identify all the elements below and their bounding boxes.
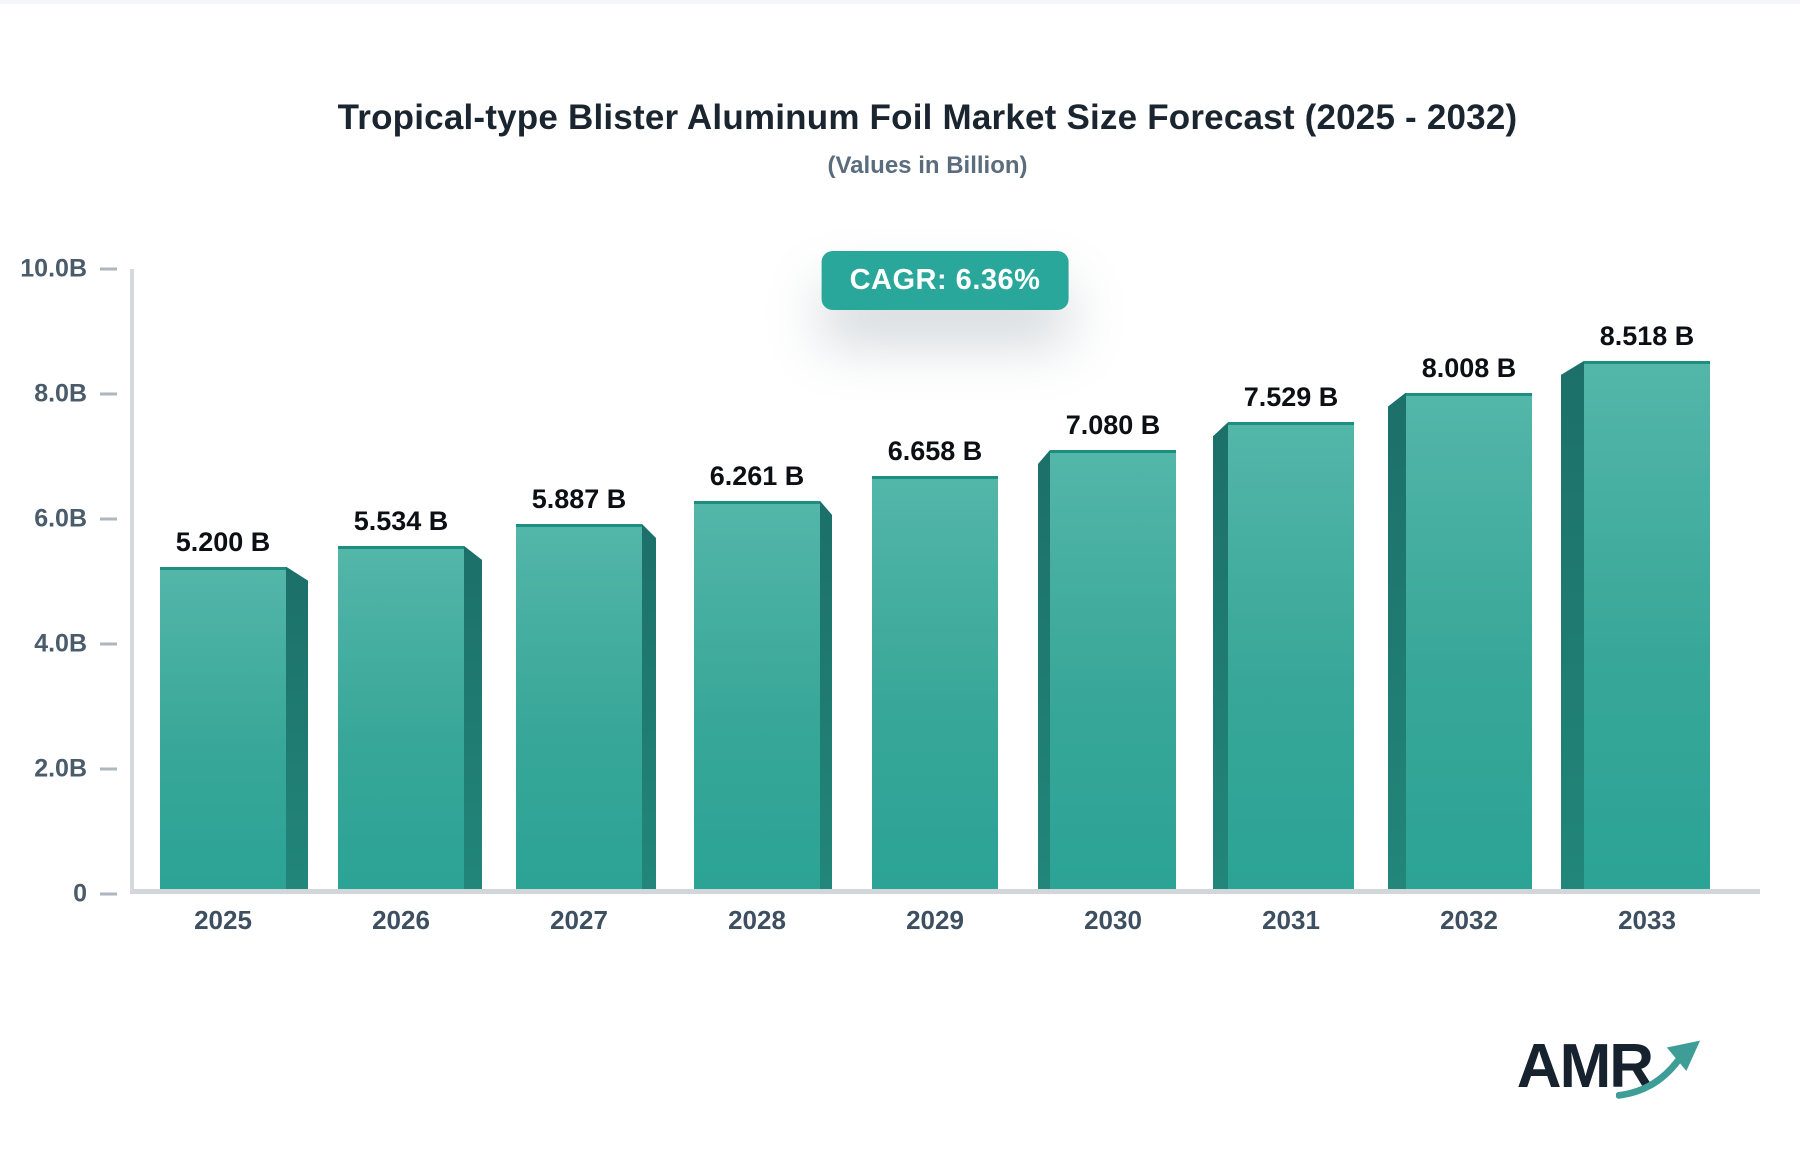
bar-side-right (464, 545, 482, 889)
y-axis-label: 10.0B (20, 254, 87, 283)
bar-2031: 7.529 B (1213, 382, 1354, 889)
y-axis-label: 2.0B (34, 754, 87, 783)
cagr-badge-label: CAGR: 6.36% (849, 264, 1041, 296)
y-axis: 10.0B 8.0B 6.0B 4.0B 2.0B 0 (0, 255, 130, 908)
y-tick: 0 (73, 880, 130, 909)
bar-side-left (1213, 422, 1228, 889)
x-axis-label: 2025 (194, 905, 252, 935)
bar-side-right (286, 566, 308, 889)
bar-face (1228, 422, 1354, 889)
bar-column-2030: 7.080 B 2030 (1024, 269, 1202, 935)
bar-side-left (1561, 360, 1584, 889)
bar-face (338, 545, 464, 889)
y-tick-mark (100, 892, 117, 896)
y-tick: 4.0B (34, 630, 130, 659)
bar-face (872, 476, 998, 889)
x-axis-label: 2032 (1440, 905, 1498, 935)
x-axis-label: 2030 (1084, 905, 1142, 935)
bar-2029: 6.658 B (872, 436, 998, 889)
bar-column-2027: 5.887 B 2027 (490, 269, 668, 935)
x-axis-label: 2029 (906, 905, 964, 935)
bar-side-left (1038, 450, 1050, 889)
bar-face (1050, 450, 1176, 889)
bar-2028: 6.261 B (694, 461, 832, 889)
plot-area: 5.200 B 2025 5.534 B 2026 5.887 B 2027 6.261 B… (130, 269, 1760, 935)
bar-value-label: 7.529 B (1243, 382, 1339, 413)
y-tick-mark (100, 642, 117, 646)
bars-row: 5.200 B 2025 5.534 B 2026 5.887 B 2027 6.261 B… (134, 269, 1736, 935)
bar-value-label: 8.008 B (1421, 352, 1517, 383)
bar-2026: 5.534 B (338, 506, 482, 889)
bar-side-right (820, 500, 832, 889)
y-tick: 8.0B (34, 380, 130, 409)
bar-column-2032: 8.008 B 2032 (1380, 269, 1558, 935)
bar-face (516, 524, 642, 889)
x-axis-label: 2028 (728, 905, 786, 935)
y-axis-label: 8.0B (34, 379, 87, 408)
bar-column-2029: 6.658 B 2029 (846, 269, 1024, 935)
y-tick: 6.0B (34, 505, 130, 534)
bar-2033: 8.518 B (1561, 321, 1710, 889)
y-axis-label: 6.0B (34, 504, 87, 533)
bar-value-label: 8.518 B (1599, 320, 1695, 351)
bar-column-2026: 5.534 B 2026 (312, 269, 490, 935)
cagr-badge: CAGR: 6.36% (821, 251, 1069, 310)
bar-side-right (642, 524, 656, 889)
chart-title: Tropical-type Blister Aluminum Foil Mark… (337, 98, 1518, 137)
bar-column-2025: 5.200 B 2025 (134, 269, 312, 935)
y-tick-mark (100, 392, 117, 396)
growth-arrow-icon (1616, 1040, 1701, 1099)
bar-side-left (1388, 392, 1406, 889)
y-tick-mark (100, 767, 117, 771)
bar-value-label: 6.261 B (709, 460, 805, 491)
bar-column-2031: 7.529 B 2031 (1202, 269, 1380, 935)
bar-2030: 7.080 B (1038, 410, 1176, 889)
x-axis-label: 2026 (372, 905, 430, 935)
bar-face (160, 566, 286, 889)
y-tick-mark (100, 517, 117, 521)
y-axis-label: 4.0B (34, 629, 87, 658)
bar-value-label: 6.658 B (887, 436, 983, 467)
bar-column-2033: 8.518 B 2033 (1558, 269, 1736, 935)
chart-subtitle: (Values in Billion) (827, 152, 1028, 179)
bar-face (1584, 360, 1710, 889)
bar-value-label: 5.200 B (175, 526, 271, 557)
bar-2025: 5.200 B (160, 527, 308, 889)
x-axis-label: 2027 (550, 905, 608, 935)
logo-text: AMR (1516, 1032, 1654, 1101)
y-tick: 10.0B (20, 255, 130, 284)
amr-logo: AMR (1517, 1036, 1702, 1100)
bar-2032: 8.008 B (1388, 353, 1532, 889)
bar-value-label: 5.534 B (353, 505, 449, 536)
bar-value-label: 7.080 B (1065, 410, 1161, 441)
y-axis-label: 0 (73, 879, 87, 908)
bar-face (694, 500, 820, 889)
y-tick: 2.0B (34, 755, 130, 784)
y-tick-mark (100, 267, 117, 271)
x-axis-label: 2033 (1618, 905, 1676, 935)
bar-column-2028: 6.261 B 2028 (668, 269, 846, 935)
bar-value-label: 5.887 B (531, 484, 627, 515)
bar-face (1406, 392, 1532, 889)
x-axis-label: 2031 (1262, 905, 1320, 935)
bar-2027: 5.887 B (516, 484, 656, 889)
